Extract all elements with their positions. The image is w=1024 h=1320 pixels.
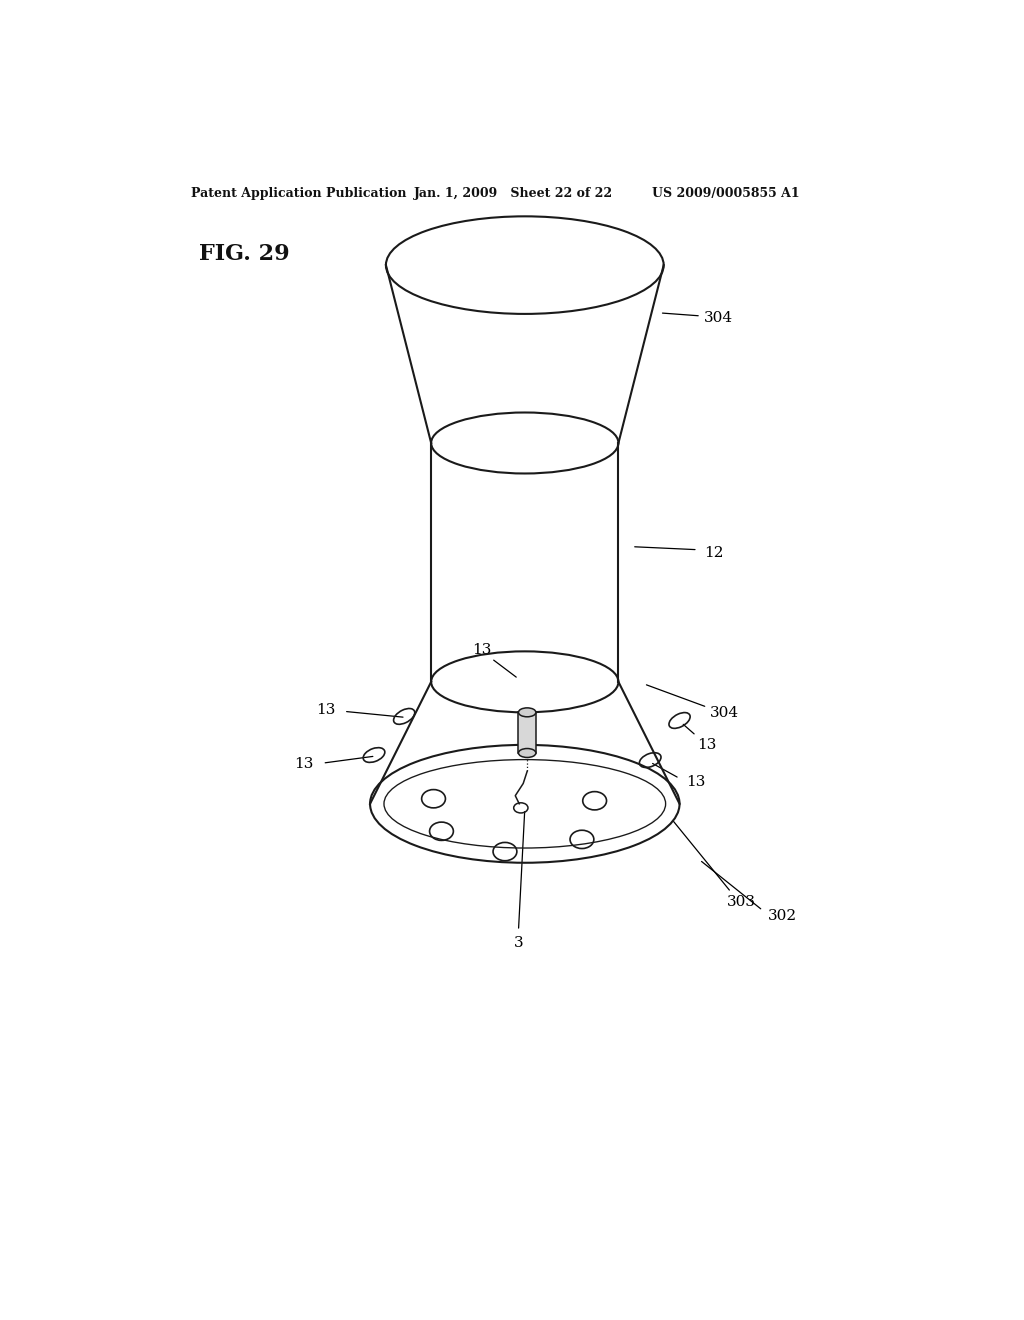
Text: 3: 3	[514, 936, 523, 950]
Ellipse shape	[518, 708, 536, 717]
Text: 304: 304	[711, 706, 739, 721]
Text: 13: 13	[686, 775, 706, 789]
Text: 13: 13	[472, 643, 492, 657]
Text: FIG. 29: FIG. 29	[200, 243, 290, 265]
Text: US 2009/0005855 A1: US 2009/0005855 A1	[652, 187, 800, 201]
Text: 13: 13	[316, 704, 335, 717]
Bar	[518, 713, 536, 752]
Text: 302: 302	[768, 908, 798, 923]
Text: Jan. 1, 2009   Sheet 22 of 22: Jan. 1, 2009 Sheet 22 of 22	[414, 187, 612, 201]
Text: 13: 13	[295, 758, 314, 771]
Text: 13: 13	[697, 738, 716, 752]
Text: Patent Application Publication: Patent Application Publication	[191, 187, 407, 201]
Text: 12: 12	[703, 545, 723, 560]
Text: 304: 304	[703, 312, 733, 325]
Ellipse shape	[518, 748, 536, 758]
Text: 303: 303	[727, 895, 756, 909]
